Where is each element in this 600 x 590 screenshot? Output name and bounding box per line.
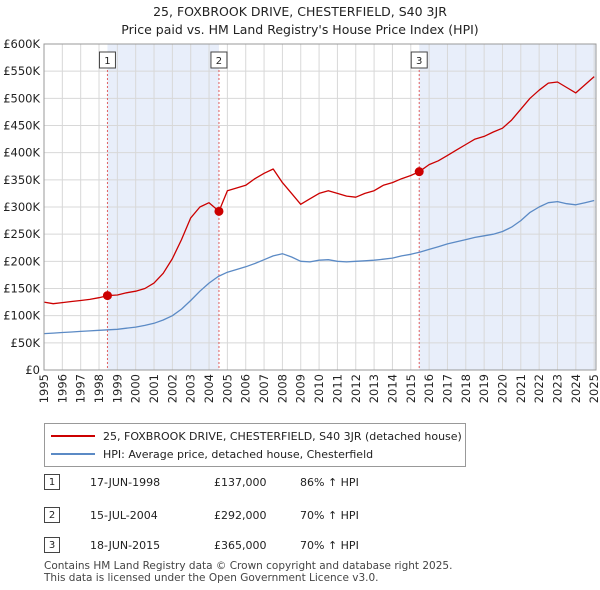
legend-swatch-property [51, 435, 95, 437]
sale-price: £292,000 [214, 508, 267, 522]
chart-title: 25, FOXBROOK DRIVE, CHESTERFIELD, S40 3J… [153, 4, 447, 19]
x-tick-label: 2024 [569, 374, 583, 403]
y-tick-label: £300K [3, 200, 40, 214]
x-tick-label: 2023 [550, 374, 564, 403]
chart-legend: 25, FOXBROOK DRIVE, CHESTERFIELD, S40 3J… [44, 423, 466, 467]
x-tick-label: 2007 [257, 374, 271, 403]
x-tick-label: 2003 [184, 374, 198, 403]
legend-item-property: 25, FOXBROOK DRIVE, CHESTERFIELD, S40 3J… [51, 427, 462, 445]
sale-hpi-change: 70% ↑ HPI [300, 538, 359, 552]
y-tick-label: £600K [3, 37, 40, 51]
x-tick-label: 2012 [349, 374, 363, 403]
x-tick-label: 2010 [312, 374, 326, 403]
sale-marker-label-3: 3 [416, 56, 422, 67]
x-tick-label: 2014 [385, 374, 399, 403]
x-tick-label: 2009 [294, 374, 308, 403]
x-tick-label: 2005 [220, 374, 234, 403]
sale-marker-label-1: 1 [104, 56, 110, 67]
sale-row-1: 1 17-JUN-1998 £137,000 86% ↑ HPI [44, 474, 374, 490]
x-tick-label: 2025 [587, 374, 600, 403]
x-tick-label: 2008 [275, 374, 289, 403]
sale-number: 3 [44, 537, 60, 553]
footer-credit: Contains HM Land Registry data © Crown c… [44, 560, 452, 584]
y-tick-label: £250K [3, 227, 40, 241]
sale-marker-label-2: 2 [216, 56, 222, 67]
property-price-line [43, 76, 595, 305]
footer-line-2: This data is licensed under the Open Gov… [44, 572, 379, 584]
x-tick-label: 2016 [422, 374, 436, 403]
legend-label-property: 25, FOXBROOK DRIVE, CHESTERFIELD, S40 3J… [103, 429, 462, 443]
x-tick-label: 2006 [239, 374, 253, 403]
sale-row-2: 2 15-JUL-2004 £292,000 70% ↑ HPI [44, 507, 374, 523]
x-tick-label: 2011 [330, 374, 344, 403]
plot-frame [43, 43, 597, 371]
y-tick-label: £500K [3, 91, 40, 105]
y-tick-label: £200K [3, 254, 40, 268]
footer-line-1: Contains HM Land Registry data © Crown c… [44, 560, 453, 572]
sale-hpi-change: 70% ↑ HPI [300, 508, 359, 522]
x-tick-label: 2001 [147, 374, 161, 403]
sale-marker-box-3 [410, 51, 428, 69]
x-tick-label: 1999 [110, 374, 124, 403]
x-tick-label: 1996 [55, 374, 69, 403]
y-tick-label: £50K [11, 336, 41, 350]
sale-row-3: 3 18-JUN-2015 £365,000 70% ↑ HPI [44, 537, 374, 553]
x-tick-label: 2022 [532, 374, 546, 403]
x-tick-label: 2004 [202, 374, 216, 403]
sale-number: 1 [44, 474, 60, 490]
chart-subtitle: Price paid vs. HM Land Registry's House … [121, 22, 479, 37]
x-tick-label: 2018 [459, 374, 473, 403]
hpi-line [43, 199, 595, 335]
x-tick-label: 2021 [514, 374, 528, 403]
y-tick-label: £550K [3, 64, 40, 78]
sale-point-2 [214, 206, 224, 216]
sale-number: 2 [44, 507, 60, 523]
y-tick-label: £100K [3, 309, 40, 323]
sale-price: £137,000 [214, 475, 267, 489]
y-tick-label: £400K [3, 146, 40, 160]
x-tick-label: 2017 [440, 374, 454, 403]
x-tick-label: 2020 [495, 374, 509, 403]
legend-item-hpi: HPI: Average price, detached house, Ches… [51, 445, 373, 463]
sale-date: 18-JUN-2015 [90, 538, 161, 552]
x-tick-label: 2000 [129, 374, 143, 403]
y-tick-label: £450K [3, 119, 40, 133]
legend-swatch-hpi [51, 453, 95, 455]
sale-marker-box-2 [210, 51, 228, 69]
x-tick-label: 2019 [477, 374, 491, 403]
x-tick-label: 2013 [367, 374, 381, 403]
legend-label-hpi: HPI: Average price, detached house, Ches… [103, 447, 374, 461]
line-chart: 1 2 3 £0 £50K £100K £150K £200K £250K £300K £350K… [3, 37, 600, 403]
x-tick-label: 2015 [404, 374, 418, 403]
y-tick-label: £350K [3, 173, 40, 187]
sale-point-3 [414, 167, 424, 177]
sale-marker-box-1 [98, 51, 116, 69]
sale-date: 17-JUN-1998 [90, 475, 161, 489]
y-tick-label: £0 [25, 363, 40, 377]
sale-point-1 [102, 291, 112, 301]
x-tick-label: 1998 [92, 374, 106, 403]
y-tick-label: £150K [3, 282, 40, 296]
sale-price: £365,000 [214, 538, 267, 552]
sale-date: 15-JUL-2004 [90, 508, 158, 522]
x-tick-label: 1997 [74, 374, 88, 403]
x-tick-label: 2002 [165, 374, 179, 403]
x-tick-label: 1995 [37, 374, 51, 403]
sale-hpi-change: 86% ↑ HPI [300, 475, 359, 489]
